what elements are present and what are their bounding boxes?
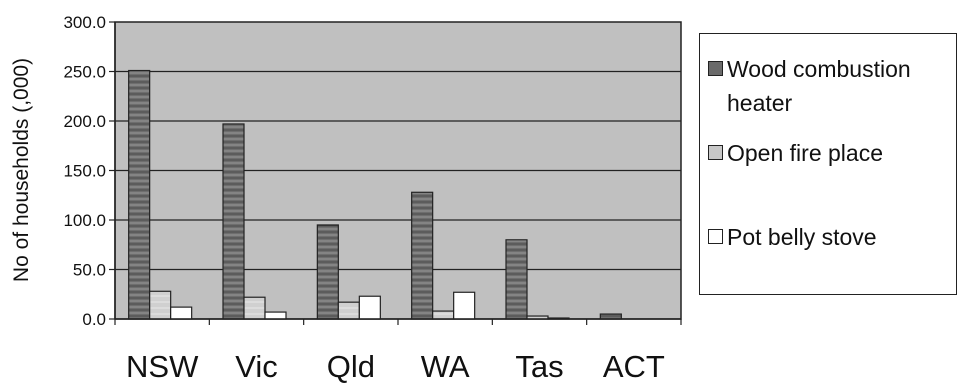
bar-open-fire-place-wa	[432, 310, 455, 320]
legend-swatch-wood-icon	[708, 61, 723, 76]
x-tick-label: Vic	[235, 349, 278, 384]
bar-pot-belly-stove-qld	[358, 295, 381, 320]
x-tick-labels: NSW Vic Qld WA Tas ACT	[126, 349, 665, 384]
y-tick-label: 100.0	[63, 211, 106, 230]
bar-wood-combustion-heater-vic	[222, 123, 245, 320]
x-tick-label: WA	[421, 349, 470, 384]
legend-label: Wood combustion heater	[727, 56, 911, 116]
bar-pot-belly-stove-wa	[453, 291, 476, 320]
y-tick-label: 300.0	[63, 13, 106, 32]
bar-pot-belly-stove-vic	[264, 311, 287, 320]
x-tick-label: NSW	[126, 349, 199, 384]
y-tick-label: 50.0	[73, 261, 106, 280]
bar-wood-combustion-heater-nsw	[128, 69, 151, 320]
bar-open-fire-place-vic	[243, 296, 266, 320]
x-tick-label: Qld	[327, 349, 375, 384]
legend-item-pot-belly-stove: Pot belly stove	[708, 220, 947, 254]
bars-layer	[128, 69, 622, 320]
y-tick-label: 150.0	[63, 162, 106, 181]
bar-wood-combustion-heater-wa	[411, 191, 434, 320]
bar-open-fire-place-qld	[337, 301, 360, 320]
y-tick-labels: 0.0 50.0 100.0 150.0 200.0 250.0 300.0	[63, 13, 106, 329]
legend: Wood combustion heater Open fire place P…	[699, 33, 957, 295]
y-tick-label: 200.0	[63, 112, 106, 131]
x-tick-label: ACT	[603, 349, 665, 384]
legend-swatch-pot-belly-icon	[708, 229, 723, 244]
bar-wood-combustion-heater-tas	[505, 239, 528, 320]
legend-item-wood-combustion-heater: Wood combustion heater	[708, 52, 947, 120]
grid-layer	[115, 70, 681, 271]
legend-label: Open fire place	[727, 140, 883, 166]
x-tick-label: Tas	[515, 349, 563, 384]
legend-item-open-fire-place: Open fire place	[708, 136, 947, 170]
legend-swatch-open-fire-icon	[708, 145, 723, 160]
legend-label: Pot belly stove	[727, 224, 877, 250]
y-tick-label: 250.0	[63, 63, 106, 82]
y-tick-label: 0.0	[82, 310, 106, 329]
bar-open-fire-place-nsw	[149, 290, 172, 320]
bar-pot-belly-stove-nsw	[170, 306, 193, 320]
y-axis-label: No of households (,000)	[10, 58, 33, 282]
axis-layer	[109, 21, 682, 325]
bar-wood-combustion-heater-qld	[316, 224, 339, 320]
